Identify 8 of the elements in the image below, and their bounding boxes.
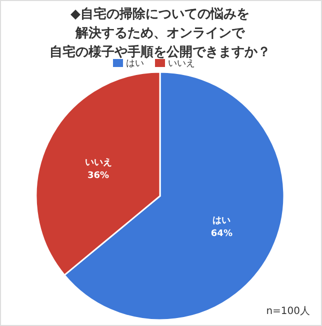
legend-label: いいえ [168, 59, 195, 69]
data-label: 64% [210, 229, 232, 240]
legend-label: はい [126, 59, 144, 69]
slice-label: いいえ [84, 156, 112, 168]
text: n=100人 [266, 306, 310, 317]
chart-title: ◆自宅の掃除についての悩みを解決するため、オンラインで自宅の様子や手順を公開できますか？ [50, 6, 270, 60]
slice-label: はい [212, 216, 231, 226]
data-label: 36% [88, 170, 110, 181]
